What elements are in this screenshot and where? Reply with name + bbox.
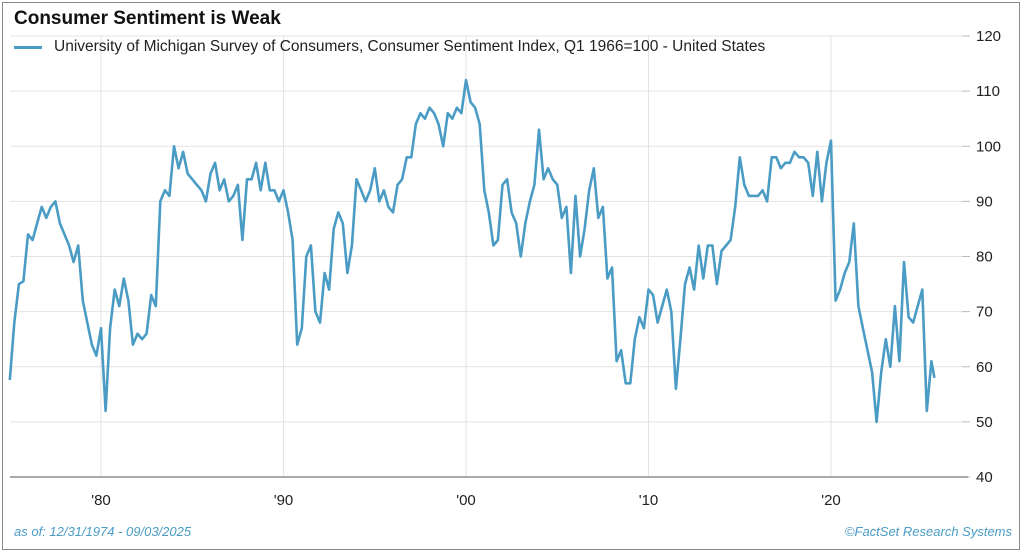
source-credit: ©FactSet Research Systems — [844, 524, 1012, 539]
y-tick-label: 80 — [976, 249, 993, 266]
y-tick-label: 60 — [976, 359, 993, 376]
y-tick-label: 110 — [976, 83, 1000, 100]
chart-title: Consumer Sentiment is Weak — [14, 8, 281, 29]
x-tick-label: '80 — [91, 492, 111, 509]
y-tick-label: 90 — [976, 193, 993, 210]
y-tick-label: 40 — [976, 469, 993, 486]
x-tick-label: '90 — [274, 492, 294, 509]
x-tick-label: '00 — [456, 492, 476, 509]
chart-frame — [2, 2, 1020, 550]
y-tick-label: 120 — [976, 28, 1001, 45]
x-tick-label: '10 — [639, 492, 659, 509]
y-tick-label: 70 — [976, 304, 993, 321]
legend-swatch — [14, 45, 42, 49]
legend-label: University of Michigan Survey of Consume… — [54, 38, 766, 55]
y-tick-label: 100 — [976, 138, 1001, 155]
date-range-note: as of: 12/31/1974 - 09/03/2025 — [14, 524, 192, 539]
x-tick-label: '20 — [821, 492, 841, 509]
y-tick-label: 50 — [976, 414, 993, 431]
legend: University of Michigan Survey of Consume… — [14, 38, 765, 56]
series-line-consumer-sentiment — [8, 78, 936, 424]
